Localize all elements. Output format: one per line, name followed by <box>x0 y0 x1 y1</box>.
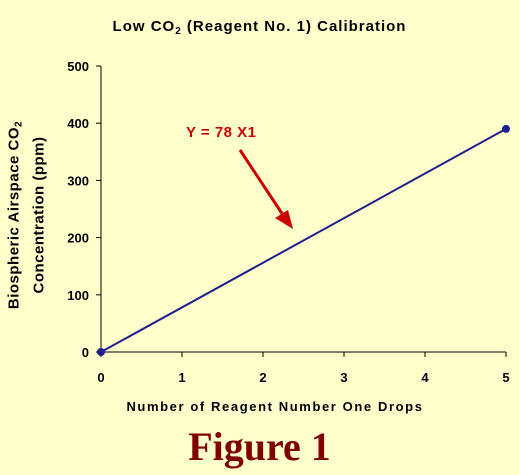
x-tick-label: 4 <box>421 370 429 385</box>
series-line <box>100 128 507 353</box>
annotation-arrow-shaft <box>238 149 285 216</box>
y-tick-label: 400 <box>67 116 89 131</box>
x-axis-label: Number of Reagent Number One Drops <box>126 399 424 414</box>
x-tick-label: 1 <box>178 370 185 385</box>
chart-plot: 0 100 200 300 400 500 0 1 2 3 4 5 Y = 78 X1 <box>67 59 510 385</box>
data-point <box>502 124 510 133</box>
y-tick-label: 300 <box>67 173 89 188</box>
annotation-label: Y = 78 X1 <box>186 124 257 141</box>
y-tick-label: 500 <box>67 59 89 74</box>
data-point <box>97 348 105 356</box>
y-tick-label: 100 <box>67 288 89 303</box>
x-tick-label: 0 <box>97 370 104 385</box>
annotation: Y = 78 X1 <box>186 124 293 229</box>
chart-title: Low CO2 (Reagent No. 1) Calibration <box>112 18 407 37</box>
ticks: 0 100 200 300 400 500 0 1 2 3 4 5 <box>67 59 509 385</box>
y-tick-label: 200 <box>67 231 89 246</box>
annotation-arrow-head <box>275 210 293 229</box>
figure-label: Figure 1 <box>188 424 331 469</box>
series <box>97 124 510 356</box>
y-tick-label: 0 <box>82 345 89 360</box>
axes <box>100 66 506 353</box>
x-tick-label: 3 <box>340 370 347 385</box>
x-tick-label: 5 <box>502 370 509 385</box>
x-tick-label: 2 <box>259 370 266 385</box>
